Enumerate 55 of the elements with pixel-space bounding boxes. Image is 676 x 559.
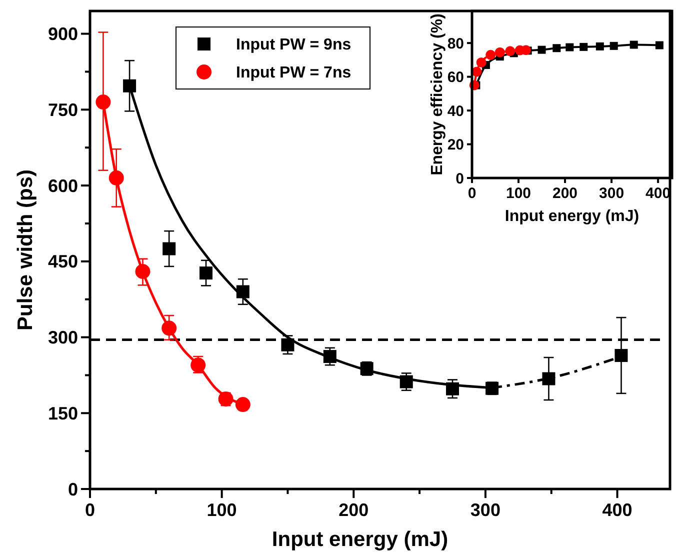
point <box>476 57 486 68</box>
y-tick-label: 150 <box>48 403 78 424</box>
x-tick-label: 100 <box>206 500 237 520</box>
x-tick-label: 300 <box>599 185 624 202</box>
point <box>552 44 561 52</box>
point <box>505 46 516 56</box>
x-tick-label: 0 <box>468 185 476 202</box>
point <box>614 348 628 362</box>
x-tick-label: 0 <box>84 500 96 520</box>
point <box>566 43 574 52</box>
point <box>108 170 124 186</box>
point <box>135 264 150 279</box>
point <box>235 397 250 412</box>
point <box>486 50 496 60</box>
y-tick-label: 450 <box>48 252 78 272</box>
point <box>123 79 136 92</box>
x-axis-title: Input energy (mJ) <box>504 208 640 225</box>
x-axis-title: Input energy (mJ) <box>272 528 448 551</box>
y-tick-label: 0 <box>456 170 464 188</box>
point <box>542 372 556 386</box>
y-tick-label: 20 <box>447 136 464 154</box>
y-tick-label: 60 <box>447 69 464 86</box>
y-tick-label: 300 <box>48 328 78 348</box>
legend-label: Input PW = 9ns <box>236 36 352 54</box>
y-tick-label: 40 <box>447 102 464 120</box>
point <box>162 242 176 256</box>
point <box>580 42 588 51</box>
point <box>400 375 413 388</box>
point <box>281 338 294 352</box>
point <box>323 350 336 363</box>
y-tick-label: 0 <box>68 479 78 500</box>
point <box>538 46 546 54</box>
y-tick-label: 900 <box>48 24 78 44</box>
legend-label: Input PW = 7ns <box>236 64 352 82</box>
y-tick-label: 600 <box>48 176 78 196</box>
x-tick-label: 400 <box>646 185 671 202</box>
point <box>610 42 618 50</box>
y-axis-title: Energy efficiency (%) <box>429 14 446 176</box>
y-tick-label: 750 <box>48 100 78 120</box>
x-tick-label: 100 <box>506 185 532 202</box>
x-tick-label: 400 <box>602 500 632 520</box>
point <box>162 320 177 336</box>
point <box>630 40 638 49</box>
x-tick-label: 200 <box>338 500 369 520</box>
point <box>655 41 664 50</box>
x-tick-label: 200 <box>552 185 578 202</box>
x-tick-label: 300 <box>470 500 500 520</box>
point <box>446 382 459 396</box>
point <box>96 94 111 110</box>
point <box>494 47 505 58</box>
point <box>236 285 250 298</box>
y-tick-label: 80 <box>447 35 464 52</box>
point <box>200 266 212 280</box>
y-axis-title: Pulse width (ps) <box>14 169 37 331</box>
point <box>596 42 604 50</box>
